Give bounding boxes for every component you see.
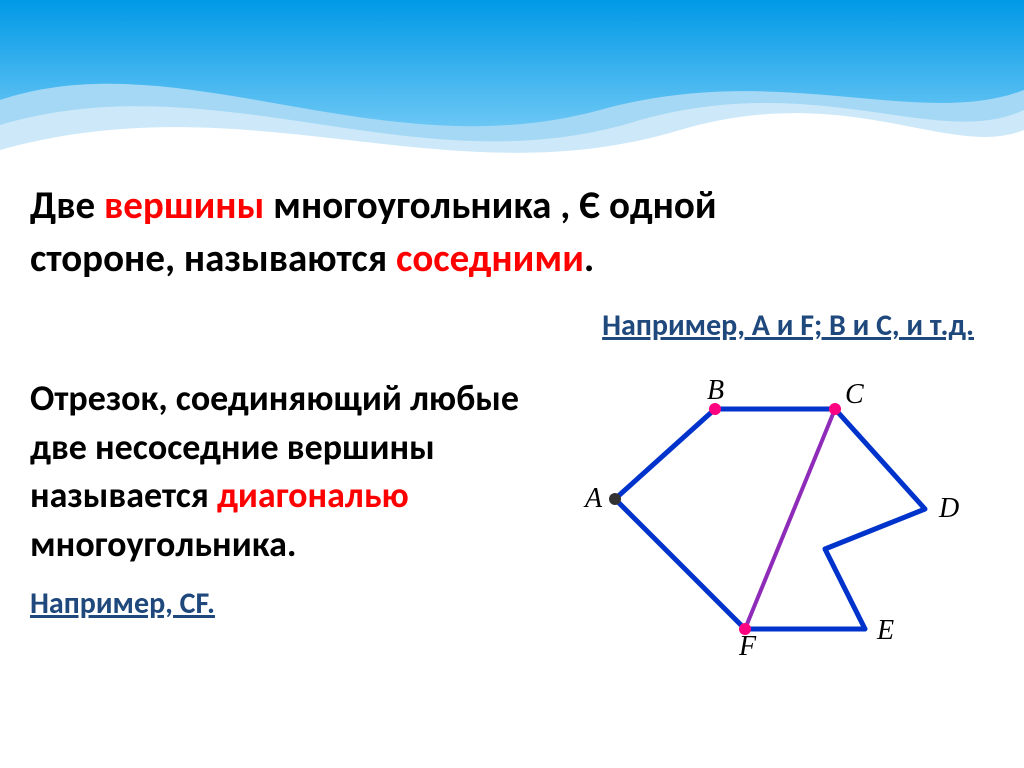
text-plain: многоугольника.: [30, 522, 296, 566]
text-highlight-vertices: вершины: [104, 182, 264, 229]
text-plain: Две: [30, 182, 104, 229]
vertex-label-D: D: [938, 493, 959, 524]
definition-line-2: стороне, называются соседними.: [30, 233, 994, 286]
polygon-diagram: A B C D E F: [565, 369, 985, 669]
definition-diagonal: Отрезок, соединяющий любые две несоседни…: [30, 374, 550, 624]
text-plain: стороне, называются: [30, 235, 396, 282]
text-plain: многоугольника , Є одной: [264, 182, 716, 229]
example-adjacent: Например, A и F; B и C, и т.д.: [30, 307, 994, 344]
vertex-dot-C: [829, 403, 841, 415]
example-diagonal: Например, CF.: [30, 584, 550, 625]
vertex-label-F: F: [738, 631, 757, 662]
vertex-label-B: B: [707, 375, 724, 406]
wave-background: [0, 0, 1024, 190]
vertex-dot-A: [609, 493, 621, 505]
vertex-label-C: C: [845, 379, 864, 410]
vertex-label-A: A: [583, 483, 603, 514]
polygon-diagonal: [745, 409, 835, 629]
polygon-outline: [615, 409, 925, 629]
text-highlight-adjacent: соседними: [396, 235, 584, 282]
vertex-label-E: E: [876, 615, 894, 646]
definition-line-1: Две вершины многоугольника , Є одной: [30, 180, 994, 233]
text-plain: .: [584, 235, 594, 282]
text-highlight-diagonal: диагональю: [217, 473, 409, 517]
